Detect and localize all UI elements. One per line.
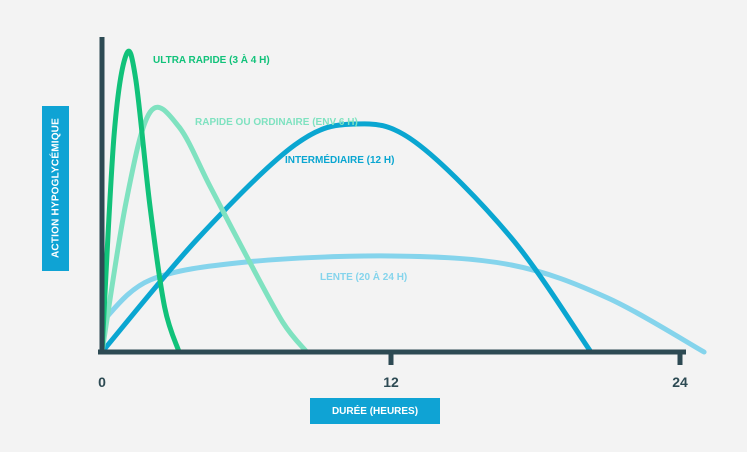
series-line-lente [99, 253, 707, 355]
x-tick-label-0: 0 [98, 374, 106, 390]
x-axis-label: DURÉE (HEURES) [331, 405, 419, 417]
x-axis-label-box: DURÉE (HEURES) [310, 398, 440, 424]
x-tick-label-24: 24 [672, 374, 688, 390]
series-line-intermediaire [99, 121, 594, 355]
y-axis-label-box [42, 106, 69, 271]
series-line-ultra-rapide [99, 48, 182, 355]
y-axis-label: ACTION HYPOGLYCÉMIQUE [50, 118, 62, 258]
series-label-lente: LENTE (20 À 24 H) [320, 270, 407, 283]
series-label-intermediaire: INTERMÉDIAIRE (12 H) [285, 153, 394, 166]
x-tick-label-12: 12 [383, 374, 399, 390]
series-label-ultra-rapide: ULTRA RAPIDE (3 À 4 H) [153, 53, 270, 66]
series-label-rapide: RAPIDE OU ORDINAIRE (ENV 6 H) [195, 117, 358, 128]
series-line-rapide [99, 104, 310, 355]
